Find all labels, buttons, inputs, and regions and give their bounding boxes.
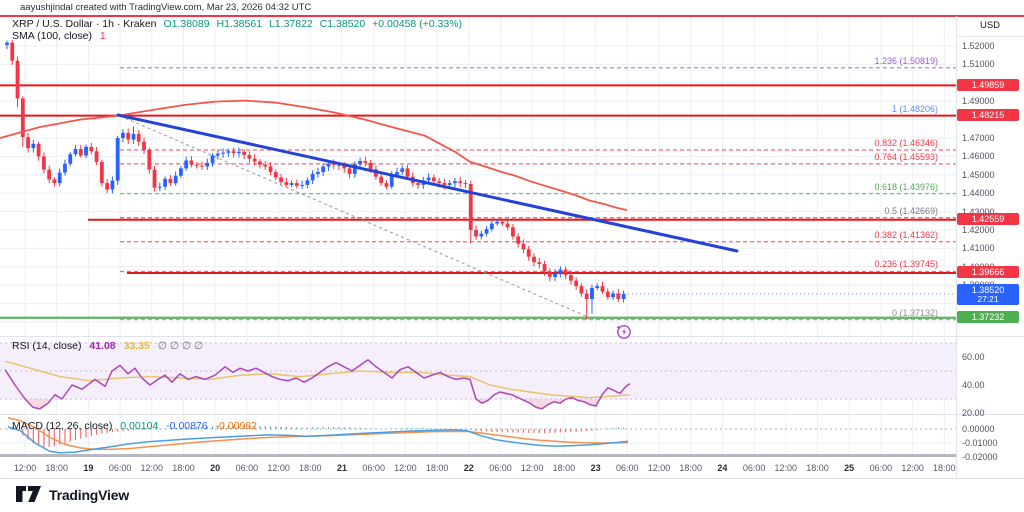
- rsi-empty-values: ∅ ∅ ∅ ∅: [157, 340, 204, 352]
- sma-label: SMA (100, close): [12, 30, 92, 42]
- ohlc-high: H1.38561: [216, 18, 263, 30]
- tradingview-logo-text: TradingView: [49, 486, 130, 503]
- rsi-pane: [0, 342, 956, 400]
- ohlc-close: C1.38520: [319, 18, 366, 30]
- ohlc-open: O1.38089: [163, 18, 210, 30]
- sma-legend[interactable]: SMA (100, close) 1: [12, 30, 106, 42]
- macd-label: MACD (12, 26, close): [12, 420, 113, 432]
- candles[interactable]: [5, 40, 626, 320]
- rsi-ma-value: 33.35: [123, 340, 150, 352]
- rsi-plot: [4, 359, 631, 410]
- event-lightning-icon[interactable]: [615, 323, 632, 340]
- macd-signal-value: -0.00982: [215, 420, 258, 432]
- ohlc-change: +0.00458 (+0.33%): [372, 18, 463, 30]
- frame: [0, 16, 1024, 479]
- macd-plot: [0, 417, 956, 454]
- rsi-label: RSI (14, close): [12, 340, 82, 352]
- top-red-separator: [0, 15, 1024, 17]
- rsi-legend[interactable]: RSI (14, close) 41.08 33.35 ∅ ∅ ∅ ∅: [12, 340, 203, 352]
- rsi-value: 41.08: [89, 340, 116, 352]
- symbol-title: XRP / U.S. Dollar · 1h · Kraken: [12, 18, 157, 30]
- symbol-legend[interactable]: XRP / U.S. Dollar · 1h · Kraken O1.38089…: [12, 18, 462, 30]
- macd-value: -0.00876: [166, 420, 208, 432]
- tradingview-logo-glyph: [16, 486, 41, 502]
- ohlc-low: L1.37822: [268, 18, 313, 30]
- attribution-text: aayushjindal created with TradingView.co…: [20, 2, 312, 13]
- macd-hist-value: 0.00104: [120, 420, 159, 432]
- fib-guide-line: [119, 115, 594, 320]
- sma-value: 1: [99, 30, 106, 42]
- tradingview-logo[interactable]: TradingView: [16, 486, 129, 503]
- sma-line: [0, 99, 628, 211]
- macd-legend[interactable]: MACD (12, 26, close) 0.00104 -0.00876 -0…: [12, 420, 257, 432]
- currency-label[interactable]: USD: [956, 17, 1024, 37]
- trendline: [116, 113, 739, 253]
- sr-lines: [0, 84, 956, 319]
